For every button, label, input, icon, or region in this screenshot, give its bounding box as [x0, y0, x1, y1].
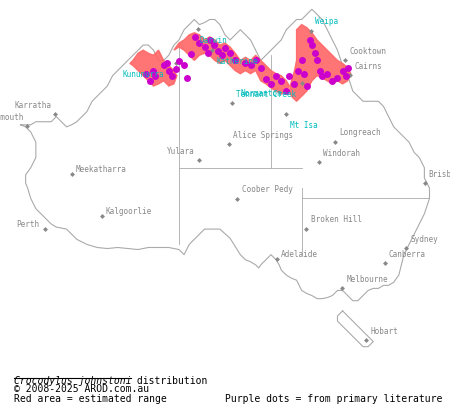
- Text: Yulara: Yulara: [166, 147, 194, 156]
- Text: Red area = estimated range: Red area = estimated range: [14, 394, 166, 404]
- Text: Purple dots = from primary literature: Purple dots = from primary literature: [225, 394, 442, 404]
- Text: distribution: distribution: [131, 376, 207, 386]
- Text: Mt Isa: Mt Isa: [290, 121, 318, 130]
- Text: Meekatharra: Meekatharra: [76, 165, 126, 174]
- Text: Normanton: Normanton: [240, 89, 282, 98]
- Text: Broken Hill: Broken Hill: [310, 215, 361, 225]
- Text: Tennant Creek: Tennant Creek: [236, 90, 296, 99]
- Text: © 2008-2025 AROD.com.au: © 2008-2025 AROD.com.au: [14, 384, 149, 394]
- Text: Kalgoorlie: Kalgoorlie: [106, 208, 152, 216]
- Text: Brisbane: Brisbane: [429, 170, 450, 179]
- Polygon shape: [130, 50, 177, 86]
- Text: Cooktown: Cooktown: [349, 47, 386, 56]
- Polygon shape: [338, 311, 373, 347]
- Text: Coober Pedy: Coober Pedy: [242, 186, 292, 195]
- Text: Melbourne: Melbourne: [346, 276, 388, 284]
- Text: Weipa: Weipa: [315, 17, 338, 26]
- Text: Katherine: Katherine: [216, 57, 258, 66]
- Text: Cairns: Cairns: [355, 62, 382, 71]
- Text: Canberra: Canberra: [389, 249, 426, 259]
- Text: Hobart: Hobart: [370, 327, 398, 336]
- Text: Darwin: Darwin: [200, 37, 228, 46]
- Text: Windorah: Windorah: [323, 149, 360, 158]
- Text: Sydney: Sydney: [410, 235, 438, 244]
- Polygon shape: [289, 24, 351, 101]
- Text: Exmouth: Exmouth: [0, 113, 24, 122]
- Text: Adelaide: Adelaide: [281, 250, 318, 259]
- Text: Longreach: Longreach: [339, 129, 381, 137]
- Text: Alice Springs: Alice Springs: [233, 131, 293, 140]
- Text: Kununurra: Kununurra: [122, 70, 164, 79]
- Polygon shape: [21, 9, 429, 300]
- Text: Karratha: Karratha: [15, 101, 52, 110]
- Polygon shape: [174, 33, 289, 94]
- Text: Perth: Perth: [16, 220, 40, 229]
- Text: Crocodylus johnstoni: Crocodylus johnstoni: [14, 376, 131, 386]
